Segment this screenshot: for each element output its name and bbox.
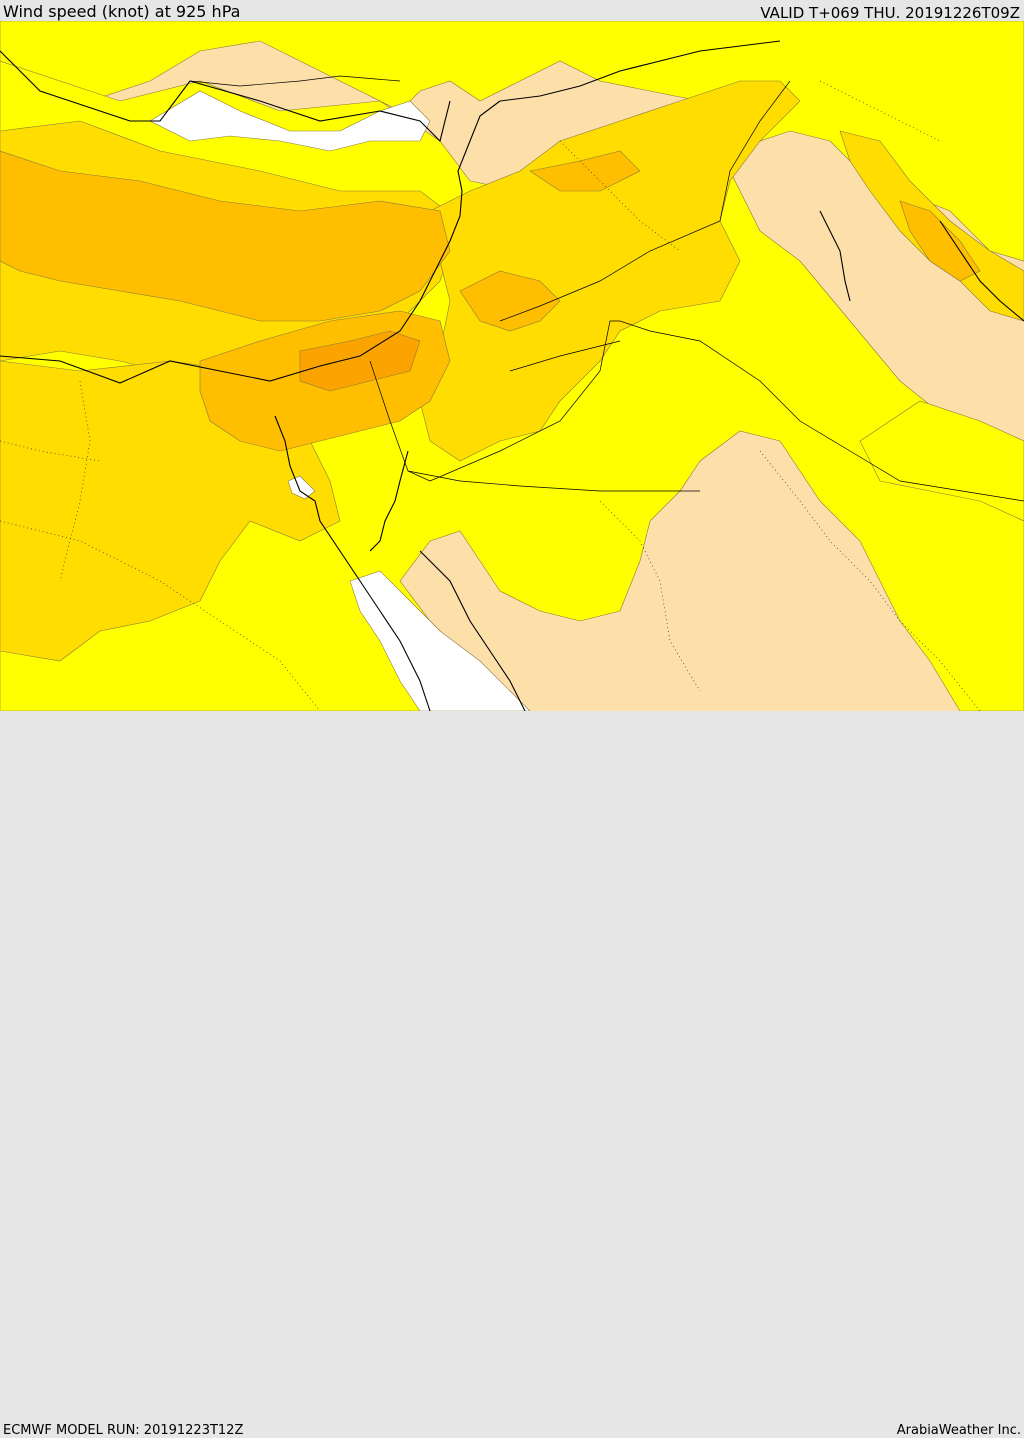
calm-water-aegean	[149, 90, 431, 152]
high-speed-region-levant	[419, 80, 801, 462]
higher-speed-region-med	[0, 150, 451, 322]
model-run: ECMWF MODEL RUN: 20191223T12Z	[3, 1423, 244, 1438]
map-title: Wind speed (knot) at 925 hPa	[3, 2, 241, 21]
admin-borders	[0, 80, 981, 711]
header-bar: Wind speed (knot) at 925 hPa VALID T+069…	[0, 0, 1024, 22]
mid-speed-region-east	[859, 400, 1024, 522]
calm-water-gulf-suez	[287, 475, 316, 500]
higher-speed-region-jordan	[459, 270, 561, 332]
wind-speed-map	[0, 21, 1024, 711]
coastlines	[0, 40, 1024, 711]
valid-time: VALID T+069 THU. 20191226T09Z	[760, 4, 1020, 22]
highest-speed-region	[299, 330, 421, 392]
country-borders	[189, 75, 1024, 502]
credit: ArabiaWeather Inc.	[896, 1423, 1021, 1438]
higher-speed-region-gulf	[899, 200, 981, 282]
footer-bar: ECMWF MODEL RUN: 20191223T12Z ArabiaWeat…	[0, 711, 1024, 1438]
